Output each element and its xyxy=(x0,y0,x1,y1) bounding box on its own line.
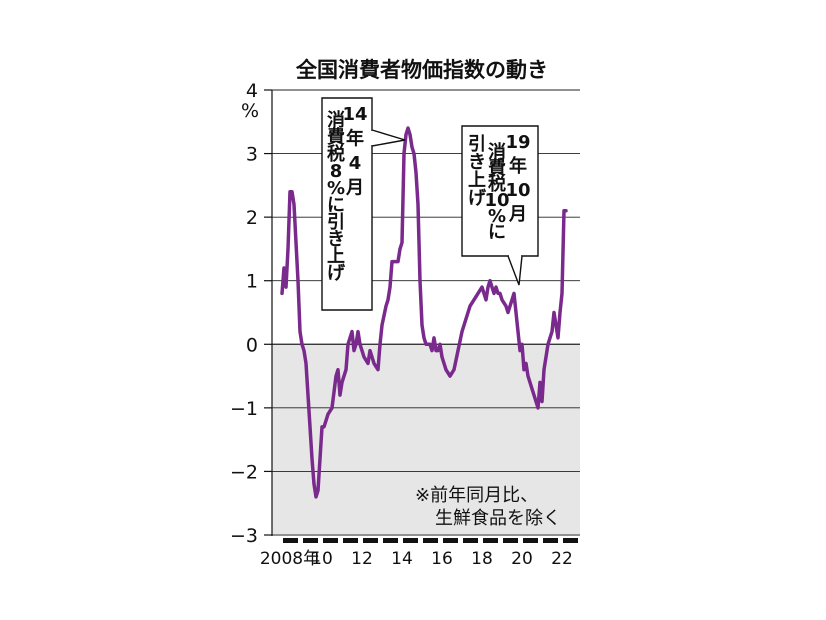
annotation-char: 月 xyxy=(508,204,527,225)
annotation-char: 消 xyxy=(488,141,506,163)
year-segment xyxy=(383,538,398,543)
annotation-char: き xyxy=(327,229,345,250)
year-segment xyxy=(283,538,298,543)
year-segment xyxy=(543,538,558,543)
annotation-char: 引 xyxy=(468,134,486,155)
y-axis-unit: % xyxy=(241,100,259,122)
annotation-char: 税 xyxy=(488,173,506,195)
annotation-char: げ xyxy=(327,263,346,284)
annotation-char: 費 xyxy=(488,157,506,179)
annotation-char: 引 xyxy=(327,212,345,233)
annotation-char: に xyxy=(488,222,506,243)
annotation-char: 消 xyxy=(327,109,345,131)
y-tick-label: −3 xyxy=(230,525,258,547)
y-tick-label: 1 xyxy=(246,271,258,293)
year-segment xyxy=(423,538,438,543)
annotation-char: 10 xyxy=(505,180,530,201)
y-tick-label: 0 xyxy=(246,334,258,356)
x-tick-label: 18 xyxy=(471,549,493,569)
y-tick-label: −2 xyxy=(230,461,258,483)
annotation-char: き xyxy=(468,152,486,173)
annotation-char: 14 xyxy=(342,104,367,125)
x-tick-label: 22 xyxy=(551,549,573,569)
x-tick-label: 20 xyxy=(511,549,533,569)
annotation-char: 8 xyxy=(330,161,343,182)
year-segment xyxy=(343,538,358,543)
annotation-char: % xyxy=(327,178,345,199)
y-tick-labels: 4 3 2 1 0 −1 −2 −3 xyxy=(230,80,258,547)
year-segment xyxy=(523,538,538,543)
annotation-char: 上 xyxy=(327,246,345,267)
x-axis-bar xyxy=(283,538,578,543)
annotation-char: 費 xyxy=(327,126,345,148)
annotation-char: % xyxy=(488,206,506,227)
x-tick-label: 14 xyxy=(391,549,413,569)
x-tick-label: 10 xyxy=(311,549,333,569)
annotation-char: げ xyxy=(468,188,487,209)
annotation-char: 税 xyxy=(327,143,345,165)
year-segment xyxy=(323,538,338,543)
year-segment xyxy=(363,538,378,543)
x-tick-label: 12 xyxy=(351,549,373,569)
annotation-char: 19 xyxy=(505,132,530,153)
chart-title: 全国消費者物価指数の動き xyxy=(295,58,548,82)
year-segment xyxy=(463,538,478,543)
year-segment xyxy=(303,538,318,543)
year-segment xyxy=(443,538,458,543)
y-tick-label: 4 xyxy=(246,80,258,102)
annotation-char: 月 xyxy=(345,178,364,199)
annotation-char: に xyxy=(327,195,345,216)
annotation-char: 年 xyxy=(346,128,364,150)
annotation-char: 年 xyxy=(509,155,527,177)
y-tick-label: 3 xyxy=(246,144,258,166)
year-segment xyxy=(403,538,418,543)
annotation-char: 上 xyxy=(468,170,486,191)
note-line-1: ※前年同月比、 xyxy=(415,485,538,506)
year-segment xyxy=(563,538,578,543)
y-tick-label: 2 xyxy=(246,207,258,229)
x-tick-label: 2008年 xyxy=(260,549,320,569)
note-line-2: 生鮮食品を除く xyxy=(435,508,561,529)
annotation-char: 4 xyxy=(349,153,362,174)
y-tick-label: −1 xyxy=(230,398,258,420)
annotation-char: 10 xyxy=(484,190,509,211)
x-tick-label: 16 xyxy=(431,549,453,569)
year-segment xyxy=(483,538,498,543)
year-segment xyxy=(503,538,518,543)
cpi-series-line xyxy=(280,126,568,499)
